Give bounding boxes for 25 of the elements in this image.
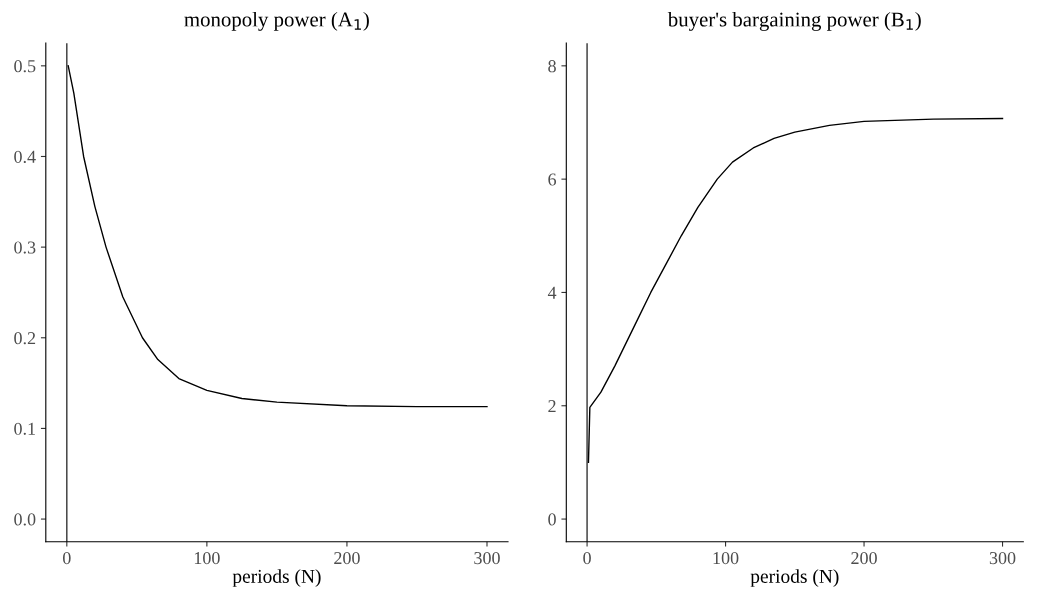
x-tick-label: 200	[851, 551, 877, 565]
y-tick-label: 6	[548, 173, 557, 186]
y-tick-label: 0.0	[14, 513, 36, 526]
y-tick-label: 0	[548, 513, 556, 526]
y-tick-label: 0.2	[14, 332, 36, 345]
y-tick-label: 2	[548, 400, 556, 413]
y-tick-label: 0.3	[14, 241, 36, 254]
x-axis-title: periods (N)	[232, 569, 321, 587]
x-axis-title: periods (N)	[750, 569, 839, 587]
y-tick-label: 0.1	[14, 422, 35, 435]
line-series	[67, 65, 488, 408]
x-tick-label: 0	[62, 551, 71, 565]
x-tick-label: 300	[989, 551, 1016, 565]
line-series	[587, 117, 1004, 464]
y-tick-label: 4	[547, 286, 557, 299]
chart-title: buyer's bargaining power (B$_{1}$)	[667, 11, 921, 31]
x-tick-label: 100	[194, 551, 220, 565]
x-tick-label: 200	[334, 551, 360, 565]
y-tick-label: 0.5	[14, 60, 36, 73]
x-tick-label: 0	[583, 551, 591, 565]
x-tick-label: 300	[474, 551, 500, 565]
x-tick-label: 100	[713, 551, 739, 565]
y-tick-label: 0.4	[14, 150, 36, 163]
chart-title: monopoly power (A$_{1}$)	[184, 11, 369, 31]
y-tick-label: 8	[548, 60, 556, 73]
